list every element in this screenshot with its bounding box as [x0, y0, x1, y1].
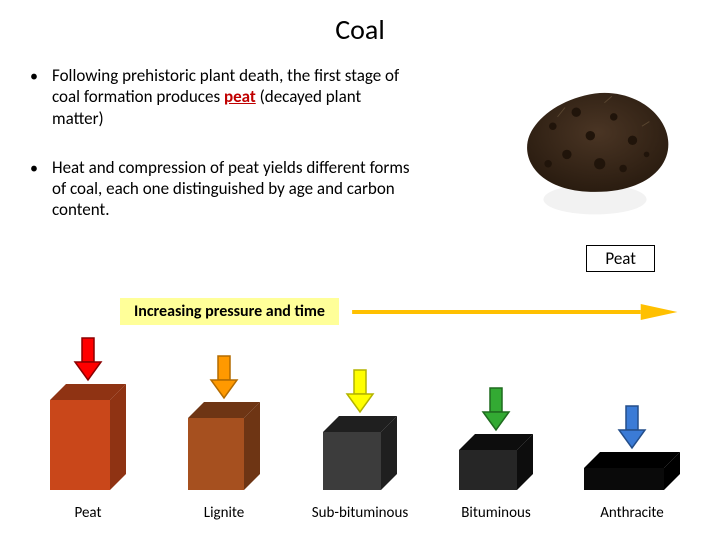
stage-item: Anthracite	[572, 404, 692, 522]
stage-label: Peat	[75, 504, 102, 522]
pressure-banner-row: Increasing pressure and time	[120, 298, 680, 325]
down-arrow-icon	[615, 404, 649, 450]
pressure-banner: Increasing pressure and time	[120, 298, 339, 325]
stages-row: Peat Lignite Sub-bituminous Bituminous A…	[0, 332, 720, 532]
coal-block-icon	[584, 452, 680, 490]
stage-label: Bituminous	[461, 504, 530, 522]
stage-item: Peat	[28, 336, 148, 522]
stage-item: Sub-bituminous	[300, 368, 420, 522]
bullet-list: • Following prehistoric plant death, the…	[0, 47, 420, 221]
long-arrow-icon	[339, 302, 680, 322]
peat-photo-label: Peat	[586, 245, 655, 272]
stage-label: Lignite	[204, 504, 244, 522]
stage-item: Bituminous	[436, 386, 556, 522]
bullet-text: Following prehistoric plant death, the f…	[52, 65, 410, 129]
bullet-dot-icon: •	[30, 65, 52, 129]
down-arrow-icon	[479, 386, 513, 432]
bullet-dot-icon: •	[30, 157, 52, 221]
bullet-item: • Following prehistoric plant death, the…	[30, 65, 410, 129]
stage-label: Sub-bituminous	[312, 504, 408, 522]
coal-block-icon	[50, 384, 126, 490]
down-arrow-icon	[207, 354, 241, 400]
stage-item: Lignite	[164, 354, 284, 522]
coal-block-icon	[188, 402, 260, 490]
stage-label: Anthracite	[600, 504, 664, 522]
coal-block-icon	[323, 416, 397, 490]
peat-photo	[500, 70, 690, 220]
bullet-item: • Heat and compression of peat yields di…	[30, 157, 410, 221]
emphasis-peat: peat	[224, 86, 256, 107]
coal-block-icon	[459, 434, 533, 490]
page-title: Coal	[0, 0, 720, 47]
down-arrow-icon	[71, 336, 105, 382]
bullet-text: Heat and compression of peat yields diff…	[52, 157, 410, 221]
down-arrow-icon	[343, 368, 377, 414]
